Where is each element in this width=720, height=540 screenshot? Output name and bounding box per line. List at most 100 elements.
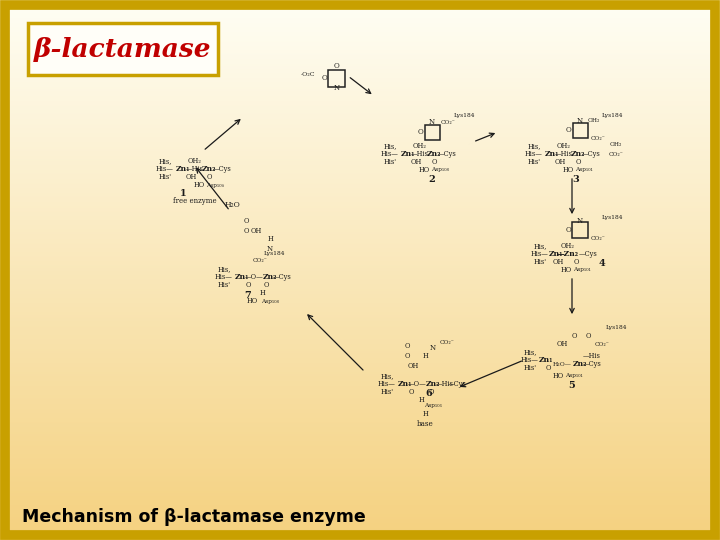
Text: His—: His— xyxy=(525,150,543,158)
Text: His—: His— xyxy=(521,356,539,364)
Text: —His: —His xyxy=(436,380,454,388)
Bar xyxy=(328,70,344,86)
Text: Zn₂: Zn₂ xyxy=(427,150,441,158)
Text: 7: 7 xyxy=(245,291,251,300)
Text: —His: —His xyxy=(555,150,573,158)
Text: —Zn₂: —Zn₂ xyxy=(557,250,579,258)
Text: Lys184: Lys184 xyxy=(601,215,623,220)
Text: OH: OH xyxy=(552,258,564,266)
Text: H: H xyxy=(422,410,428,418)
Text: —His: —His xyxy=(186,165,204,173)
Text: HO: HO xyxy=(560,266,572,274)
Text: Zn₁: Zn₁ xyxy=(545,150,559,158)
Text: Lys184: Lys184 xyxy=(454,113,474,118)
Text: His—: His— xyxy=(531,250,549,258)
Text: OH: OH xyxy=(557,340,567,348)
Text: Lys184: Lys184 xyxy=(606,326,626,330)
Text: H: H xyxy=(422,352,428,360)
Text: His,: His, xyxy=(380,372,394,380)
Text: Asp₁₀₃: Asp₁₀₃ xyxy=(424,403,442,408)
Text: Asp₁₀₁: Asp₁₀₁ xyxy=(575,167,593,172)
Text: O: O xyxy=(571,332,577,340)
Text: -O₂C: -O₂C xyxy=(301,71,315,77)
Bar xyxy=(28,23,218,75)
Text: Zn₂: Zn₂ xyxy=(202,165,216,173)
Text: OH: OH xyxy=(185,173,197,181)
Text: His,: His, xyxy=(383,142,397,150)
Text: 5: 5 xyxy=(569,381,575,390)
Text: HO: HO xyxy=(552,372,564,380)
Text: OH: OH xyxy=(554,158,566,166)
Text: Zn₁: Zn₁ xyxy=(235,273,249,281)
Text: O: O xyxy=(243,227,248,235)
Text: H: H xyxy=(418,396,424,404)
Text: N: N xyxy=(334,84,340,92)
Text: Zn₁: Zn₁ xyxy=(176,165,190,173)
Text: His': His' xyxy=(534,258,546,266)
Text: Zn₂: Zn₂ xyxy=(263,273,277,281)
Text: CO₂⁻: CO₂⁻ xyxy=(441,119,456,125)
Text: —O—: —O— xyxy=(408,380,426,388)
Text: O: O xyxy=(246,281,251,289)
Bar xyxy=(425,125,439,139)
Text: Asp₁₀₈: Asp₁₀₈ xyxy=(261,299,279,303)
Text: His': His' xyxy=(523,364,536,372)
Text: N: N xyxy=(429,118,435,126)
Text: base: base xyxy=(417,420,433,428)
Text: O: O xyxy=(404,342,410,350)
Text: Zn₂: Zn₂ xyxy=(571,150,585,158)
Text: His,: His, xyxy=(523,348,536,356)
Text: O: O xyxy=(243,217,248,225)
Text: CO₂⁻: CO₂⁻ xyxy=(253,259,267,264)
Text: —Cys: —Cys xyxy=(582,360,601,368)
Text: OH₂: OH₂ xyxy=(188,157,202,165)
Text: —His: —His xyxy=(411,150,429,158)
Text: His—: His— xyxy=(381,150,399,158)
Text: HO: HO xyxy=(194,181,204,189)
Text: His': His' xyxy=(380,388,394,396)
Text: OH₂: OH₂ xyxy=(413,142,427,150)
Text: —Cys: —Cys xyxy=(438,150,456,158)
Text: O: O xyxy=(333,62,339,70)
Bar xyxy=(572,222,588,238)
Text: O: O xyxy=(206,173,212,181)
Text: —Cys: —Cys xyxy=(579,250,598,258)
Text: OH₂: OH₂ xyxy=(610,141,622,146)
Text: His': His' xyxy=(158,173,171,181)
Text: OH: OH xyxy=(251,227,261,235)
Text: His': His' xyxy=(384,158,397,166)
Text: O: O xyxy=(585,332,590,340)
Text: 3: 3 xyxy=(572,176,580,185)
Text: His,: His, xyxy=(527,142,541,150)
Text: Zn₁: Zn₁ xyxy=(397,380,413,388)
Text: N: N xyxy=(577,117,583,125)
Text: O: O xyxy=(573,258,579,266)
Text: Zn₁: Zn₁ xyxy=(549,250,563,258)
Text: OH₂: OH₂ xyxy=(588,118,600,124)
Text: Asp₁₀₁: Asp₁₀₁ xyxy=(573,267,591,273)
Text: O: O xyxy=(417,128,423,136)
Text: OH: OH xyxy=(410,158,422,166)
Text: O: O xyxy=(545,364,551,372)
Text: 4: 4 xyxy=(598,260,606,268)
Text: 6: 6 xyxy=(426,389,433,399)
Text: His—: His— xyxy=(215,273,233,281)
Text: N: N xyxy=(577,217,583,225)
Text: —O—: —O— xyxy=(245,273,264,281)
Text: His': His' xyxy=(528,158,541,166)
Text: OH: OH xyxy=(408,362,418,370)
Text: —Cys: —Cys xyxy=(448,380,467,388)
Text: O: O xyxy=(565,226,571,234)
Text: His,: His, xyxy=(217,265,230,273)
Text: HO: HO xyxy=(562,166,574,174)
Text: O: O xyxy=(428,388,433,396)
Bar xyxy=(572,123,588,138)
Text: O: O xyxy=(321,74,327,82)
Text: O: O xyxy=(565,126,571,134)
Text: His—: His— xyxy=(378,380,396,388)
Text: Asp₁₀₆: Asp₁₀₆ xyxy=(206,183,224,187)
Text: H₂O—: H₂O— xyxy=(552,361,572,367)
Text: H₂O: H₂O xyxy=(224,201,240,209)
Text: Asp₁₀₈: Asp₁₀₈ xyxy=(431,167,449,172)
Text: CO₂⁻: CO₂⁻ xyxy=(590,136,606,140)
